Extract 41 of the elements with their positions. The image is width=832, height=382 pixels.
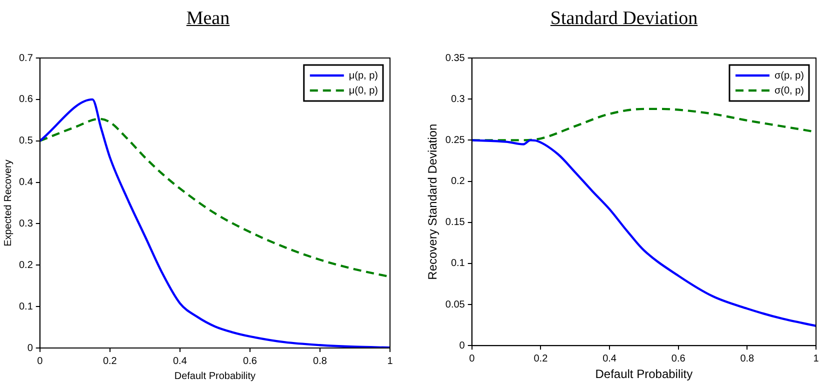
x-tick-label: 0.2 bbox=[102, 356, 118, 367]
line-series bbox=[40, 118, 390, 278]
x-tick-label: 0.8 bbox=[313, 356, 328, 367]
x-tick-label: 0.2 bbox=[534, 353, 548, 364]
y-tick-label: 0.3 bbox=[450, 94, 466, 105]
legend-label: σ(0, p) bbox=[774, 85, 804, 96]
y-tick-label: 0.1 bbox=[18, 301, 34, 312]
y-axis-title: Recovery Standard Deviation bbox=[426, 124, 440, 280]
x-tick-label: 0 bbox=[37, 356, 44, 367]
y-tick-label: 0.15 bbox=[445, 217, 466, 228]
chart-title: Standard Deviation bbox=[549, 8, 699, 30]
x-tick-label: 0.4 bbox=[172, 356, 188, 367]
x-axis-title: Default Probability bbox=[174, 370, 256, 382]
y-tick-label: 0.25 bbox=[445, 134, 466, 146]
legend-label: μ(0, p) bbox=[348, 85, 378, 96]
line-series bbox=[40, 98, 390, 348]
y-tick-label: 0.2 bbox=[18, 260, 34, 271]
y-tick-label: 0.6 bbox=[18, 94, 34, 106]
legend-label: σ(p, p) bbox=[774, 70, 804, 82]
y-tick-label: 0.4 bbox=[18, 177, 34, 188]
legend-label: μ(p, p) bbox=[348, 70, 378, 82]
x-tick-label: 0.8 bbox=[740, 353, 755, 364]
y-tick-label: 0.7 bbox=[18, 52, 34, 64]
x-tick-label: 0.6 bbox=[671, 353, 686, 364]
x-tick-label: 0.4 bbox=[602, 353, 617, 364]
y-tick-label: 0.1 bbox=[450, 258, 466, 270]
y-tick-label: 0.05 bbox=[445, 299, 466, 310]
x-tick-label: 0.6 bbox=[243, 356, 258, 367]
y-axis-title: Expected Recovery bbox=[2, 160, 14, 246]
y-tick-label: 0 bbox=[27, 342, 34, 354]
y-tick-label: 0.2 bbox=[450, 176, 466, 188]
x-axis-title: Default Probability bbox=[595, 367, 693, 382]
x-tick-label: 1 bbox=[813, 353, 820, 364]
line-series bbox=[472, 139, 816, 327]
y-tick-label: 0.5 bbox=[18, 136, 34, 147]
x-tick-label: 0 bbox=[469, 353, 476, 364]
y-tick-label: 0.3 bbox=[18, 218, 34, 230]
x-tick-label: 1 bbox=[387, 356, 394, 367]
y-tick-label: 0 bbox=[459, 340, 466, 352]
chart-title: Mean bbox=[185, 8, 231, 30]
y-tick-label: 0.35 bbox=[445, 52, 466, 64]
